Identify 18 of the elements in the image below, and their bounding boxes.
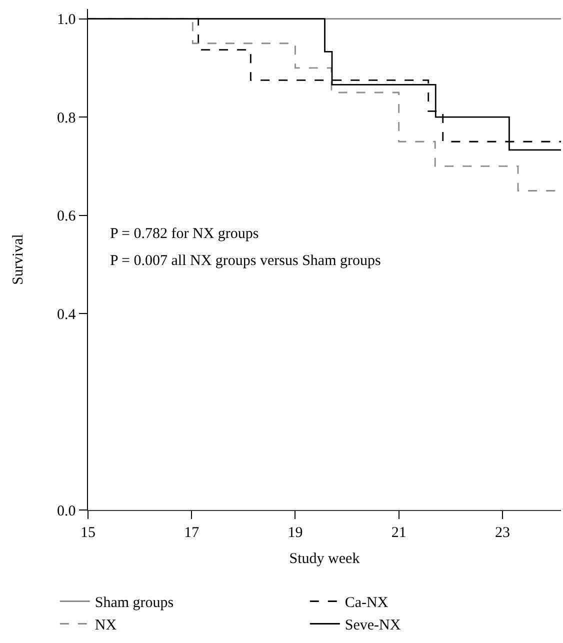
y-tick-label: 0.6 bbox=[57, 208, 76, 225]
y-tick-label: 0.8 bbox=[57, 110, 76, 126]
legend-label: Seve-NX bbox=[344, 618, 401, 634]
annotation: P = 0.007 all NX groups versus Sham groups bbox=[110, 253, 381, 269]
x-tick-label: 21 bbox=[391, 525, 406, 542]
y-tick-label: 0.4 bbox=[57, 306, 76, 323]
y-tick-label: 1.0 bbox=[57, 12, 76, 28]
legend-label: Ca-NX bbox=[344, 595, 388, 612]
x-tick-label: 15 bbox=[80, 525, 96, 542]
x-tick-label: 19 bbox=[288, 525, 303, 542]
y-tick-label: 0.0 bbox=[57, 503, 76, 520]
legend-label: Sham groups bbox=[94, 595, 174, 612]
annotation: P = 0.782 for NX groups bbox=[110, 226, 259, 242]
x-tick-label: 17 bbox=[184, 525, 200, 542]
x-tick-label: 23 bbox=[494, 525, 510, 542]
legend-label: NX bbox=[94, 618, 117, 634]
x-axis-title: Study week bbox=[289, 551, 360, 568]
y-axis-title: Survival bbox=[10, 234, 26, 285]
